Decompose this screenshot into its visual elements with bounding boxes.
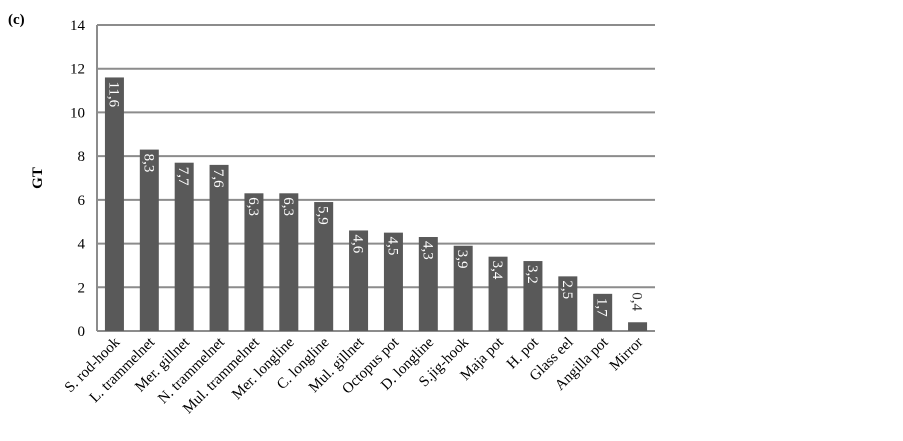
bar [104, 77, 124, 331]
bar [174, 162, 194, 331]
y-axis-label: GT [30, 167, 46, 189]
y-tick-label: 10 [70, 105, 85, 121]
y-tick-label: 0 [78, 324, 86, 340]
bar [209, 164, 229, 331]
bar [558, 276, 578, 331]
bar [488, 256, 508, 331]
bar [314, 202, 334, 331]
bar [628, 322, 648, 331]
value-label: 4,5 [384, 237, 400, 256]
value-label: 7,6 [210, 169, 226, 188]
value-label: 6,3 [245, 197, 261, 216]
y-tick-label: 2 [78, 280, 86, 296]
panel-label: (c) [8, 12, 25, 28]
value-label: 4,3 [419, 241, 435, 260]
value-label: 0,4 [629, 292, 645, 311]
y-tick-label: 14 [70, 18, 86, 34]
value-label: 3,2 [524, 265, 540, 284]
x-tick-label: Mirror [607, 335, 647, 375]
value-label: 3,4 [489, 261, 505, 280]
value-label: 8,3 [140, 154, 156, 173]
bar [453, 245, 473, 331]
value-label: 1,7 [594, 298, 610, 317]
bar [279, 193, 299, 331]
bar [139, 149, 159, 331]
bar [349, 230, 369, 331]
value-label: 5,9 [315, 206, 331, 225]
y-tick-label: 4 [78, 237, 86, 253]
value-label: 7,7 [175, 167, 191, 186]
bar [244, 193, 264, 331]
y-tick-label: 6 [78, 193, 86, 209]
value-label: 6,3 [280, 197, 296, 216]
value-label: 3,9 [454, 250, 470, 269]
value-label: 11,6 [105, 81, 121, 107]
value-label: 2,5 [559, 280, 575, 299]
y-tick-label: 12 [70, 62, 85, 78]
bar [523, 261, 543, 331]
bar [418, 237, 438, 331]
y-tick-label: 8 [78, 149, 86, 165]
bar [383, 232, 403, 331]
bar [593, 293, 613, 331]
value-label: 4,6 [350, 234, 366, 253]
